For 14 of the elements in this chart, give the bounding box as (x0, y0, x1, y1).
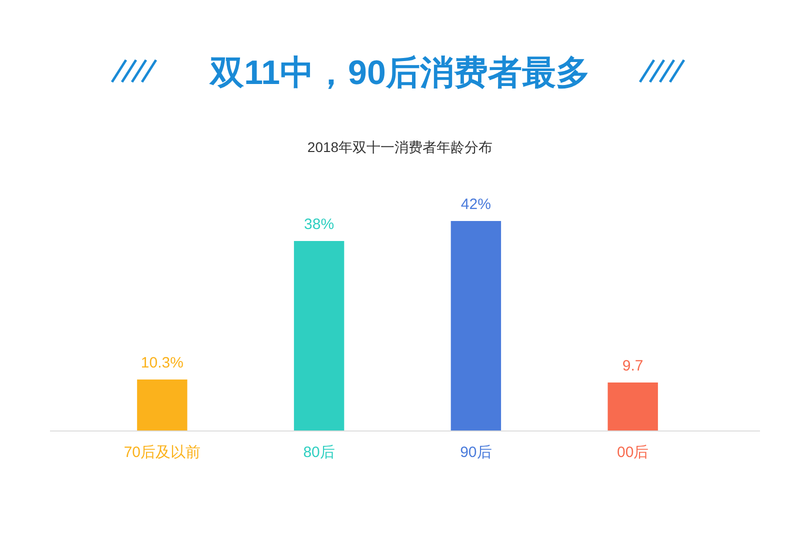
x-tick-label: 80后 (303, 444, 335, 461)
bar (450, 221, 502, 431)
data-label: 10.3% (140, 354, 184, 372)
x-tick-label: 00后 (616, 444, 649, 461)
data-label: 42% (460, 196, 491, 213)
x-tick-label: 90后 (460, 444, 492, 461)
bar (137, 380, 188, 431)
chart-title: 双11中，90后消费者最多 (209, 54, 590, 92)
chart-subtitle: 2018年双十一消费者年龄分布 (307, 139, 493, 155)
bar (294, 241, 344, 431)
data-label: 38% (304, 216, 334, 233)
bar (608, 382, 658, 431)
data-label: 9.7 (622, 358, 644, 374)
x-tick-label: 70后及以前 (124, 444, 201, 461)
